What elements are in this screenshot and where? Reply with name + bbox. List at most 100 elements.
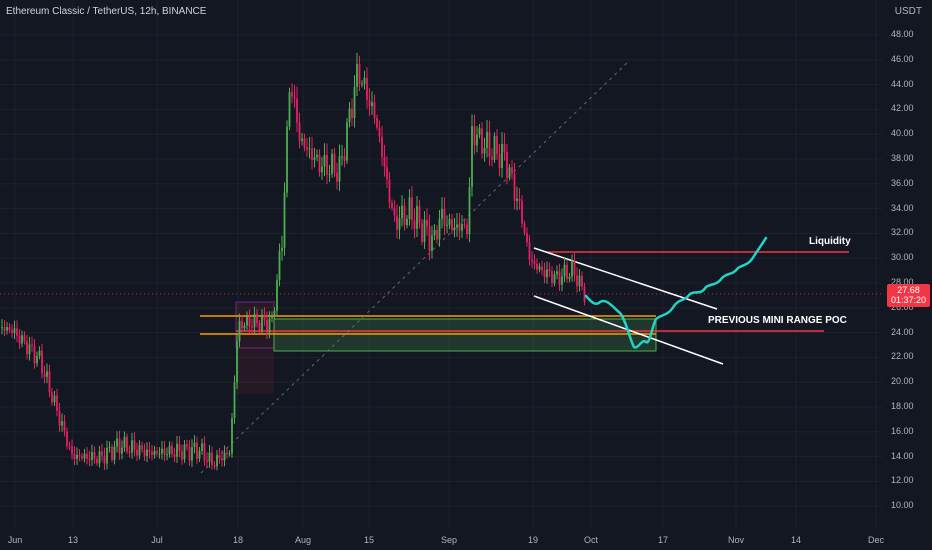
candle	[158, 453, 161, 455]
candle	[531, 259, 533, 262]
candle	[258, 323, 261, 331]
candle	[63, 421, 66, 432]
candle	[463, 224, 466, 226]
candle	[53, 395, 56, 403]
candle	[103, 455, 106, 464]
candle	[291, 92, 293, 97]
candle	[303, 138, 306, 148]
candle	[378, 127, 381, 137]
candle	[563, 264, 566, 277]
candle	[333, 153, 336, 173]
candle	[118, 438, 121, 454]
price-axis-label: 40.00	[891, 128, 914, 139]
price-axis-label: 32.00	[891, 227, 914, 238]
candle	[33, 345, 36, 364]
price-axis-label: 34.00	[891, 202, 914, 213]
candle	[243, 325, 246, 329]
candle	[96, 459, 98, 464]
candle	[496, 136, 498, 155]
currency-label[interactable]: USDT	[894, 6, 922, 17]
candle	[508, 167, 511, 178]
candle	[441, 208, 443, 220]
candle	[58, 410, 61, 426]
candle	[201, 443, 203, 451]
price-axis-label: 36.00	[891, 177, 914, 188]
candle	[106, 447, 108, 464]
candle	[473, 126, 476, 146]
candle	[283, 192, 286, 248]
candle	[498, 154, 501, 168]
candle	[101, 451, 103, 456]
candle	[326, 155, 328, 175]
candle	[426, 219, 428, 227]
candle	[351, 108, 353, 119]
candle	[421, 223, 423, 242]
candle	[248, 316, 251, 327]
liquidity-label[interactable]: Liquidity	[809, 236, 851, 247]
candle	[453, 227, 456, 230]
candle	[423, 219, 426, 242]
candle	[371, 102, 373, 107]
candle	[393, 208, 396, 216]
candle	[518, 198, 521, 201]
candle	[176, 443, 178, 457]
candle	[348, 108, 351, 123]
candle	[408, 197, 411, 219]
candle	[263, 314, 266, 320]
price-axis-label: 46.00	[891, 53, 914, 64]
candle	[121, 447, 123, 454]
candle	[381, 136, 383, 157]
candle	[128, 451, 131, 453]
candle	[298, 122, 301, 141]
candle	[566, 264, 568, 280]
price-axis-label: 18.00	[891, 401, 914, 411]
candle	[136, 449, 138, 456]
candle	[388, 179, 391, 203]
candle	[228, 453, 231, 455]
candle	[328, 173, 331, 175]
candle	[81, 456, 83, 459]
candle	[11, 330, 13, 333]
time-axis-label: Nov	[727, 535, 745, 545]
candle	[163, 448, 166, 455]
candle	[253, 313, 256, 328]
candle	[523, 223, 526, 234]
candle	[26, 341, 28, 355]
candle	[458, 224, 461, 231]
candle	[481, 128, 483, 154]
candle	[456, 224, 458, 228]
candle	[221, 458, 223, 461]
candle	[123, 436, 126, 448]
candle	[83, 453, 86, 459]
candle	[541, 266, 543, 271]
candle	[218, 455, 221, 459]
candle	[461, 224, 463, 231]
candle	[211, 452, 213, 465]
candle	[138, 445, 141, 456]
candle	[511, 167, 513, 174]
candles-layer	[1, 52, 586, 471]
candle	[398, 218, 401, 230]
overlay-layer	[584, 236, 768, 349]
candle	[173, 454, 176, 457]
price-axis-label: 38.00	[891, 153, 914, 163]
candle	[431, 235, 433, 251]
price-axis-label: 22.00	[891, 351, 914, 362]
candle	[141, 445, 143, 450]
candle	[126, 436, 128, 452]
candle	[111, 446, 113, 460]
candle	[376, 117, 378, 128]
time-axis-label: Sep	[440, 535, 458, 545]
candle	[411, 197, 413, 221]
candle	[161, 448, 163, 454]
time-axis-label: Aug	[294, 535, 312, 545]
candle	[216, 455, 218, 467]
candle	[428, 226, 431, 251]
candle	[581, 275, 583, 287]
candle	[316, 154, 318, 158]
symbol-title[interactable]: Ethereum Classic / TetherUS, 12h, BINANC…	[6, 6, 207, 17]
candle	[231, 418, 233, 454]
poc-label[interactable]: PREVIOUS MINI RANGE POC	[708, 315, 847, 326]
candle	[186, 444, 188, 447]
